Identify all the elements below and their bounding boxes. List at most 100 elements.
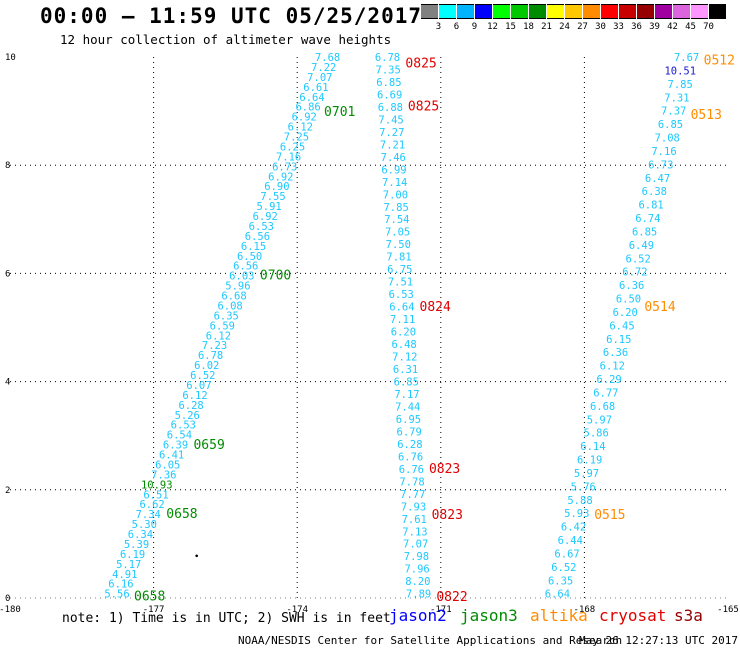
color-scale-swatch bbox=[421, 4, 438, 19]
wave-height-label: 6.44 bbox=[558, 535, 583, 547]
wave-height-label: 6.62 bbox=[139, 499, 164, 511]
wave-height-label: 6.12 bbox=[182, 390, 207, 402]
wave-height-label: 7.96 bbox=[404, 564, 429, 576]
wave-height-label: 6.28 bbox=[397, 439, 422, 451]
wave-height-label: 6.75 bbox=[387, 264, 412, 276]
wave-height-label: 6.85 bbox=[376, 77, 401, 89]
wave-height-label: 6.88 bbox=[378, 102, 403, 114]
wave-height-label: 7.98 bbox=[404, 551, 429, 563]
wave-height-label: 7.08 bbox=[655, 133, 680, 145]
wave-height-label: 6.47 bbox=[645, 173, 670, 185]
color-scale-swatch bbox=[547, 4, 564, 19]
wave-height-label: 6.56 bbox=[245, 231, 270, 243]
wave-height-label: 5.39 bbox=[124, 539, 149, 551]
wave-height-label: 6.19 bbox=[120, 549, 145, 561]
wave-height-label: 7.35 bbox=[376, 64, 401, 76]
wave-height-label: 6.52 bbox=[626, 253, 651, 265]
wave-height-label: 4.91 bbox=[112, 569, 137, 581]
mission-legend-jason3: jason3 bbox=[460, 606, 518, 625]
wave-height-label: 6.61 bbox=[303, 82, 328, 94]
wave-height-label: 6.53 bbox=[171, 420, 196, 432]
data-point bbox=[195, 554, 198, 558]
wave-height-label: 6.20 bbox=[391, 327, 416, 339]
wave-height-label: 6.99 bbox=[381, 164, 406, 176]
pass-time-label: 0823 bbox=[432, 508, 463, 523]
wave-height-label: 6.74 bbox=[635, 213, 660, 225]
wave-height-label: 7.89 bbox=[406, 589, 431, 601]
pass-time-label: 0514 bbox=[644, 300, 675, 315]
pass-time-label: 0825 bbox=[405, 56, 436, 71]
wave-height-label: 6.34 bbox=[128, 529, 153, 541]
wave-height-label: 5.96 bbox=[225, 281, 250, 293]
color-scale-label: 6 bbox=[453, 22, 460, 32]
wave-height-label: 7.16 bbox=[651, 146, 676, 158]
wave-height-label: 6.07 bbox=[186, 380, 211, 392]
wave-height-label: 6.92 bbox=[292, 112, 317, 124]
wave-height-label: 5.97 bbox=[587, 414, 612, 426]
wave-height-label: 6.73 bbox=[648, 159, 673, 171]
wave-height-label: 6.67 bbox=[554, 548, 579, 560]
pass-time-label: 0658 bbox=[134, 589, 165, 604]
y-axis-tick-label: 6 bbox=[5, 269, 10, 279]
mission-legend-jason2: jason2 bbox=[389, 606, 447, 625]
y-axis-tick-label: 10 bbox=[5, 53, 16, 63]
wave-height-label: 7.85 bbox=[668, 79, 693, 91]
wave-height-label: 6.20 bbox=[613, 307, 638, 319]
wave-height-label: 6.56 bbox=[233, 261, 258, 273]
color-scale-label: 70 bbox=[703, 22, 714, 32]
wave-height-label: 5.56 bbox=[104, 589, 129, 601]
color-scale-swatch bbox=[583, 4, 600, 19]
wave-height-label: 7.07 bbox=[307, 72, 332, 84]
wave-height-label: 7.12 bbox=[392, 352, 417, 364]
wave-height-label: 7.16 bbox=[276, 151, 301, 163]
wave-height-label: 6.50 bbox=[237, 251, 262, 263]
wave-height-label: 7.54 bbox=[384, 214, 409, 226]
wave-height-label: 6.02 bbox=[194, 360, 219, 372]
wave-height-label: 6.15 bbox=[606, 334, 631, 346]
mission-legend-altika: altika bbox=[530, 606, 588, 625]
wave-height-label: 7.07 bbox=[403, 539, 428, 551]
wave-height-label: 6.29 bbox=[596, 374, 621, 386]
wave-height-label: 5.91 bbox=[256, 201, 281, 213]
wave-height-label: 6.53 bbox=[389, 289, 414, 301]
wave-height-label: 8.20 bbox=[405, 576, 430, 588]
wave-height-label: 6.76 bbox=[398, 451, 423, 463]
wave-height-label: 6.50 bbox=[616, 294, 641, 306]
color-scale-label: 45 bbox=[685, 22, 696, 32]
x-axis-tick-label: -165 bbox=[717, 605, 739, 615]
wave-height-label: 6.73 bbox=[272, 161, 297, 173]
wave-height-label: 10.51 bbox=[664, 65, 696, 77]
color-scale-label: 18 bbox=[523, 22, 534, 32]
wave-height-label: 10.93 bbox=[141, 479, 173, 491]
wave-height-label: 6.85 bbox=[658, 119, 683, 131]
wave-height-label: 6.52 bbox=[190, 370, 215, 382]
wave-height-label: 6.64 bbox=[389, 302, 414, 314]
color-scale-swatch bbox=[655, 4, 672, 19]
color-scale-swatch bbox=[511, 4, 528, 19]
color-scale-label: 9 bbox=[471, 22, 478, 32]
wave-height-label: 6.86 bbox=[295, 102, 320, 114]
y-axis-tick-label: 8 bbox=[5, 161, 10, 171]
wave-height-label: 5.30 bbox=[132, 519, 157, 531]
pass-time-label: 0825 bbox=[408, 100, 439, 115]
wave-height-label: 6.72 bbox=[622, 267, 647, 279]
wave-height-label: 6.45 bbox=[609, 320, 634, 332]
color-scale-label: 12 bbox=[487, 22, 498, 32]
wave-height-label: 6.81 bbox=[638, 200, 663, 212]
wave-height-label: 6.39 bbox=[163, 440, 188, 452]
wave-height-label: 7.34 bbox=[136, 509, 161, 521]
color-scale-label: 42 bbox=[667, 22, 678, 32]
mission-legend-cryosat: cryosat bbox=[599, 606, 667, 625]
color-scale-label: 24 bbox=[559, 22, 570, 32]
wave-height-label: 6.85 bbox=[394, 376, 419, 388]
wave-height-label: 7.31 bbox=[664, 92, 689, 104]
pass-time-label: 0515 bbox=[594, 508, 625, 523]
wave-height-label: 7.67 bbox=[674, 52, 699, 64]
wave-height-label: 6.12 bbox=[600, 361, 625, 373]
x-axis-tick-label: -174 bbox=[286, 605, 308, 615]
wave-height-label: 7.05 bbox=[385, 227, 410, 239]
wave-height-label: 6.64 bbox=[299, 92, 324, 104]
wave-height-label: 6.38 bbox=[642, 186, 667, 198]
wave-height-label: 7.13 bbox=[402, 526, 427, 538]
wave-height-label: 7.85 bbox=[383, 202, 408, 214]
